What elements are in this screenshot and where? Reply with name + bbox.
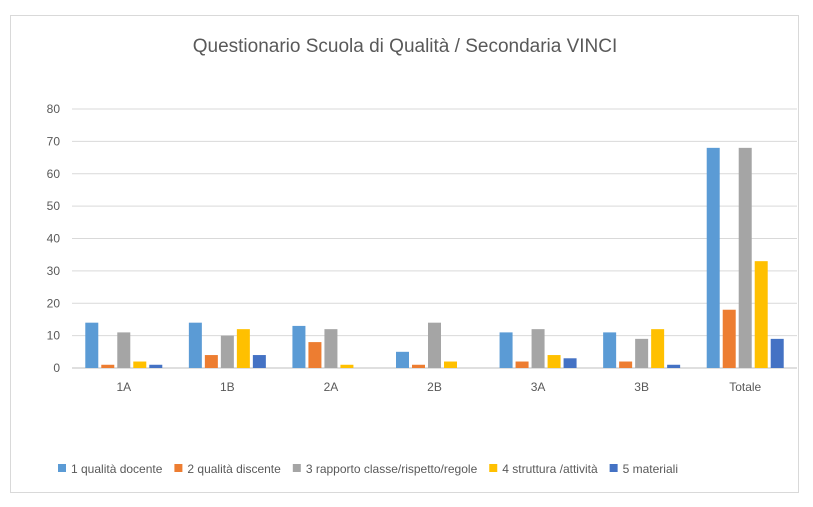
y-tick-label: 60 bbox=[47, 167, 61, 181]
bar bbox=[188, 322, 202, 368]
bar bbox=[324, 329, 338, 368]
y-tick-label: 10 bbox=[47, 329, 61, 343]
bar bbox=[308, 342, 322, 368]
y-tick-label: 30 bbox=[47, 264, 61, 278]
chart-frame bbox=[10, 15, 799, 493]
bar bbox=[292, 325, 306, 368]
legend-label: 3 rapporto classe/rispetto/regole bbox=[306, 462, 478, 476]
bar bbox=[220, 335, 234, 368]
bar bbox=[603, 332, 617, 368]
bar bbox=[499, 332, 513, 368]
bar bbox=[706, 147, 720, 368]
legend-swatch bbox=[489, 464, 498, 472]
x-tick-label: 1B bbox=[220, 380, 235, 394]
bar bbox=[651, 329, 665, 368]
bar bbox=[563, 358, 577, 368]
bar bbox=[204, 355, 218, 368]
x-tick-label: Totale bbox=[729, 380, 761, 394]
bar bbox=[444, 361, 457, 368]
bar bbox=[770, 338, 784, 368]
bar bbox=[101, 364, 115, 368]
bar bbox=[531, 329, 545, 368]
y-tick-label: 70 bbox=[47, 134, 61, 148]
y-tick-label: 20 bbox=[47, 296, 61, 310]
legend-swatch bbox=[292, 464, 301, 472]
bar bbox=[619, 361, 633, 368]
bar bbox=[396, 351, 409, 368]
legend-label: 2 qualità discente bbox=[187, 462, 281, 476]
y-tick-label: 40 bbox=[47, 232, 61, 246]
legend-swatch bbox=[174, 464, 183, 472]
bar bbox=[635, 338, 649, 368]
y-tick-label: 80 bbox=[47, 102, 61, 116]
bar bbox=[515, 361, 529, 368]
bar bbox=[236, 329, 250, 368]
x-tick-label: 1A bbox=[116, 380, 131, 394]
y-tick-label: 50 bbox=[47, 199, 61, 213]
bar bbox=[117, 332, 131, 368]
bar bbox=[547, 355, 561, 368]
y-tick-label: 0 bbox=[53, 361, 60, 375]
bar bbox=[667, 364, 681, 368]
chart-title: Questionario Scuola di Qualità / Seconda… bbox=[193, 36, 618, 57]
bar bbox=[149, 364, 163, 368]
bar bbox=[340, 364, 354, 368]
bar bbox=[722, 309, 736, 368]
legend-label: 4 struttura /attività bbox=[502, 462, 598, 476]
legend-swatch bbox=[58, 464, 66, 472]
legend-label: 5 materiali bbox=[623, 462, 678, 476]
bar bbox=[738, 147, 752, 368]
legend-swatch bbox=[609, 464, 618, 472]
bar bbox=[428, 322, 441, 368]
bar bbox=[412, 364, 425, 368]
x-tick-label: 2A bbox=[324, 380, 339, 394]
bar bbox=[85, 322, 99, 368]
bar bbox=[252, 355, 266, 368]
legend-label: 1 qualità docente bbox=[71, 462, 163, 476]
bar bbox=[754, 261, 768, 368]
bar bbox=[133, 361, 147, 368]
x-tick-label: 2B bbox=[427, 380, 442, 394]
x-tick-label: 3B bbox=[634, 380, 649, 394]
x-tick-label: 3A bbox=[531, 380, 546, 394]
